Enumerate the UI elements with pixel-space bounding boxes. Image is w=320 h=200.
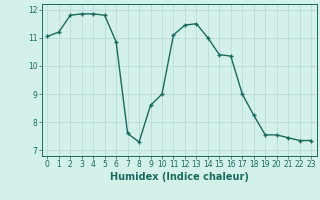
X-axis label: Humidex (Indice chaleur): Humidex (Indice chaleur) [110, 172, 249, 182]
